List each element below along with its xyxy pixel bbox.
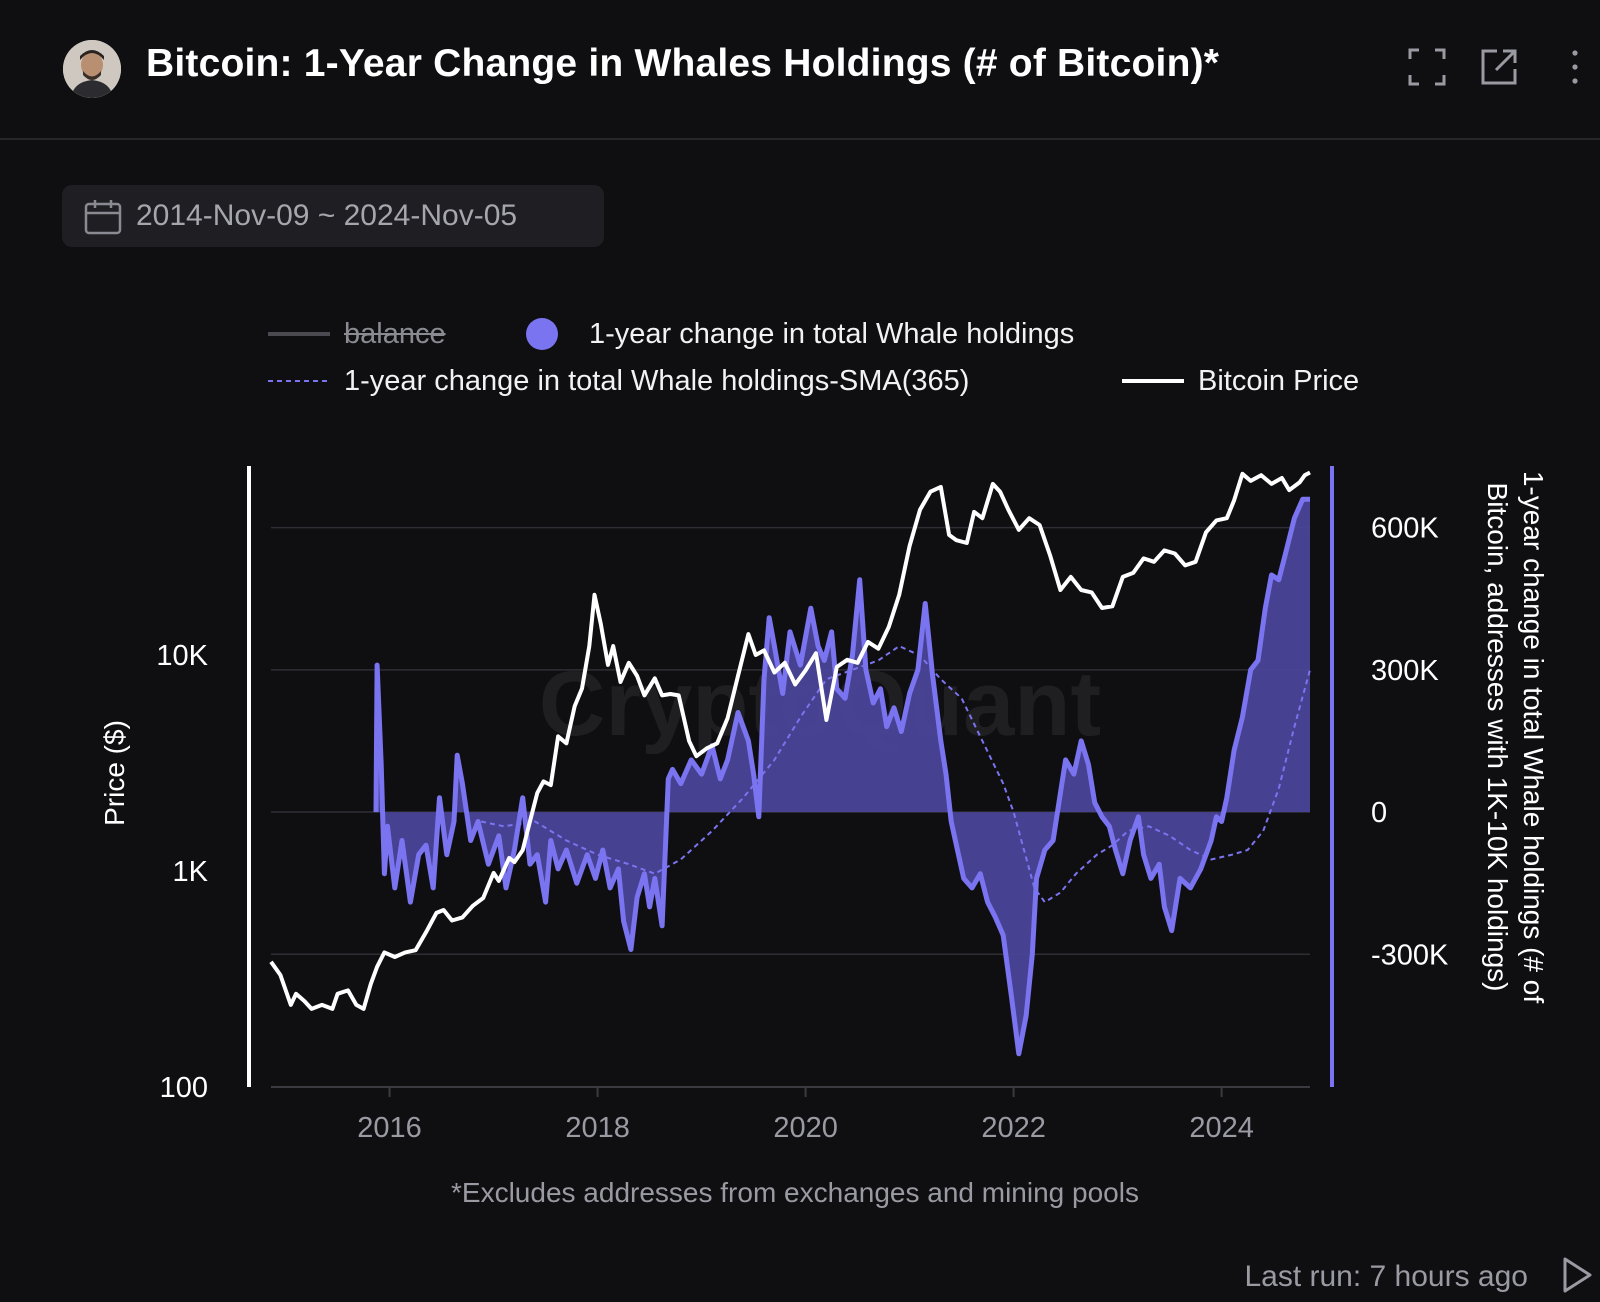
date-range-label: 2014-Nov-09 ~ 2024-Nov-05 [136,199,518,232]
x-tick-label: 2016 [357,1112,422,1144]
axes: 2016 2018 2020 2022 2024 100 1K 10K -300K 0 300K 60… [156,466,1449,1144]
y-left-tick-label: 10K [156,640,208,672]
legend-swatch-balance [268,332,330,336]
expand-button[interactable] [1407,47,1447,87]
calendar-icon [84,200,122,235]
legend-item-balance[interactable]: balance [268,316,468,352]
y-right-tick-label: 0 [1371,797,1387,829]
more-vertical-icon [1572,50,1578,84]
chart-footnote: *Excludes addresses from exchanges and m… [451,1177,1139,1208]
legend-item-bitcoin-price[interactable]: Bitcoin Price [1122,363,1392,399]
legend-item-whale-change[interactable]: 1-year change in total Whale holdings [526,316,1166,352]
x-tick-label: 2018 [565,1112,630,1144]
series-layer [269,470,1311,1057]
more-options-button[interactable] [1565,47,1585,87]
bitcoin-price-line [269,470,1311,1011]
date-range-picker[interactable]: 2014-Nov-09 ~ 2024-Nov-05 [62,185,604,247]
y-right-tick-label: 300K [1371,655,1439,687]
y-left-axis-label: Price ($) [99,720,130,826]
legend-label-whale-change: 1-year change in total Whale holdings [589,318,1075,350]
y-right-axis-label-line-1: 1-year change in total Whale holdings (#… [1518,471,1549,1004]
y-right-axis-label-line-2: Bitcoin, addresses with 1K-10K holdings) [1482,483,1513,992]
whale-sma-line [480,644,1311,904]
y-right-axis-label: 1-year change in total Whale holdings (#… [1482,471,1549,1004]
legend-label-whale-sma: 1-year change in total Whale holdings-SM… [344,365,970,397]
avatar-image [63,40,121,98]
panel-header: Bitcoin: 1-Year Change in Whales Holding… [0,0,1600,140]
legend-swatch-whale-sma [268,380,330,382]
legend-label-balance: balance [344,318,446,350]
y-left-tick-label: 1K [173,856,209,888]
expand-icon [1408,48,1446,86]
y-right-tick-label: -300K [1371,939,1449,971]
whale-change-area [376,499,1310,1054]
run-button[interactable] [1560,1255,1594,1295]
legend-label-bitcoin-price: Bitcoin Price [1198,365,1360,397]
legend-swatch-whale-change [526,318,558,350]
play-icon [1563,1257,1592,1293]
last-run-status: Last run: 7 hours ago [1244,1260,1528,1293]
open-external-button[interactable] [1479,47,1519,87]
y-left-tick-label: 100 [160,1072,208,1104]
legend-swatch-bitcoin-price [1122,379,1184,383]
author-avatar[interactable] [63,40,121,98]
x-tick-label: 2024 [1189,1112,1254,1144]
legend-item-whale-sma[interactable]: 1-year change in total Whale holdings-SM… [268,363,1078,399]
x-tick-label: 2020 [773,1112,838,1144]
x-tick-label: 2022 [981,1112,1046,1144]
y-right-tick-label: 600K [1371,513,1439,545]
open-external-icon [1481,49,1517,85]
panel-title: Bitcoin: 1-Year Change in Whales Holding… [146,42,1220,85]
